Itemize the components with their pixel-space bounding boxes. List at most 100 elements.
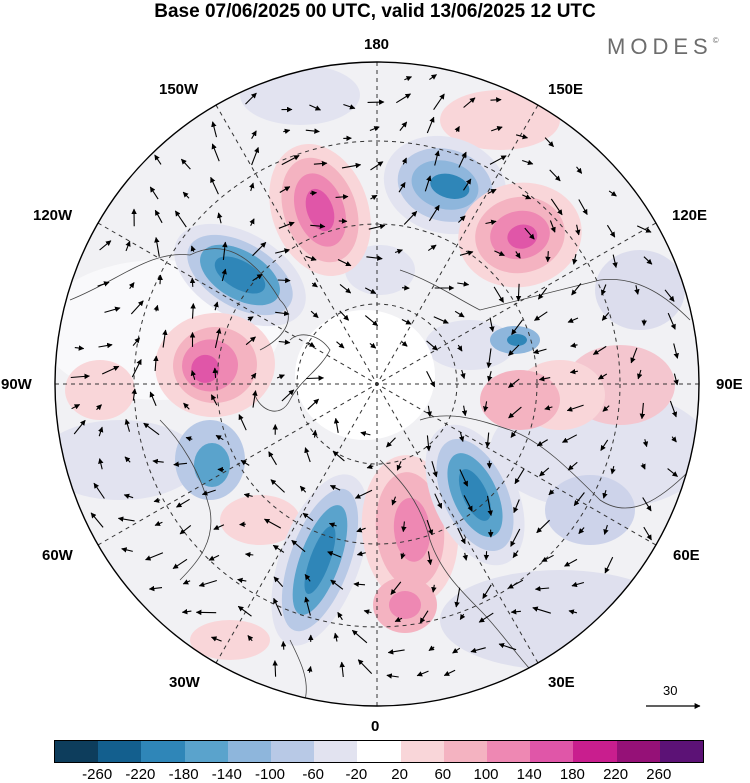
wind-arrow [149, 186, 159, 200]
wind-arrow [252, 273, 263, 282]
modes-logo: MODES© [607, 34, 719, 59]
wind-arrow [154, 154, 162, 165]
wind-arrow [534, 311, 548, 321]
wind-arrow [642, 497, 652, 512]
colorbar-tick-label: -20 [345, 766, 368, 783]
wind-arrow [306, 375, 325, 381]
colorbar [54, 740, 704, 763]
lon-label-30e: 30E [548, 674, 575, 691]
wind-arrow [576, 166, 583, 174]
wind-arrow [566, 404, 584, 412]
wind-arrow [460, 369, 466, 380]
wind-arrow [124, 418, 131, 432]
wind-arrow [306, 665, 313, 673]
wind-arrow [190, 370, 197, 380]
wind-arrow [330, 579, 344, 590]
wind-arrow [370, 161, 384, 171]
wind-arrow [339, 283, 352, 294]
colorbar-swatch [573, 741, 617, 762]
wind-arrow [211, 121, 218, 138]
colorbar-swatch [271, 741, 315, 762]
wind-arrow [305, 255, 317, 261]
wind-arrow [369, 126, 380, 132]
wind-arrow [485, 219, 497, 225]
wind-arrow [364, 315, 379, 327]
wind-arrow [639, 402, 646, 420]
wind-arrow [339, 310, 349, 321]
wind-arrow [431, 461, 438, 478]
wind-arrow [280, 640, 287, 650]
wind-arrow [312, 429, 318, 438]
wind-arrow [99, 240, 112, 251]
wind-arrow [513, 499, 520, 514]
wind-arrow [387, 649, 405, 655]
wind-arrow [148, 585, 163, 592]
wind-arrow [573, 492, 585, 507]
wind-arrow [329, 485, 341, 491]
lon-label-90w: 90W [1, 376, 32, 393]
wind-arrow [98, 426, 104, 437]
wind-arrow [244, 551, 254, 558]
wind-arrow [426, 519, 434, 536]
wind-arrow [458, 151, 467, 168]
wind-arrow [364, 287, 377, 294]
wind-arrow [567, 317, 579, 323]
lon-label-120w: 120W [33, 207, 73, 224]
wind-arrow [98, 342, 113, 349]
wind-arrow [154, 520, 163, 526]
wind-arrow [211, 143, 220, 162]
lon-label-30w: 30W [169, 674, 200, 691]
wind-arrow [210, 636, 222, 642]
wind-arrow [238, 414, 247, 431]
wind-arrow [366, 463, 374, 470]
wind-arrow [153, 304, 159, 312]
wind-arrow [602, 490, 608, 499]
lon-label-60e: 60E [673, 547, 700, 564]
wind-arrow [673, 343, 679, 359]
wind-arrow [507, 579, 524, 589]
wind-arrow [431, 584, 437, 593]
wind-arrow [396, 461, 402, 471]
wind-arrow [673, 373, 679, 386]
wind-arrow [544, 405, 553, 411]
colorbar-swatch [314, 741, 358, 762]
wind-arrow [424, 175, 432, 192]
wind-arrow [462, 552, 468, 561]
wind-arrow [515, 283, 522, 302]
colorbar-tick-label: -60 [302, 766, 325, 783]
wind-arrow [549, 169, 561, 182]
colorbar-tick-label: -100 [254, 766, 286, 783]
wind-arrow [245, 92, 257, 105]
wind-arrow [538, 376, 551, 382]
wind-arrow [606, 224, 616, 238]
wind-arrow [486, 348, 492, 369]
wind-arrow [210, 394, 218, 406]
wind-arrow [245, 336, 256, 346]
wind-arrow [356, 550, 366, 557]
wind-arrow [356, 527, 366, 533]
wind-arrow [333, 417, 340, 433]
wind-arrow [132, 337, 141, 346]
wind-arrow [190, 245, 196, 252]
wind-arrow [485, 432, 491, 448]
wind-arrow [249, 182, 255, 192]
wind-arrow [491, 126, 503, 132]
colorbar-swatch [659, 741, 704, 762]
wind-arrow [398, 182, 406, 193]
wind-arrow [482, 584, 492, 599]
colorbar-swatch [530, 741, 574, 762]
wind-arrow [568, 609, 578, 615]
lon-label-0: 0 [371, 718, 380, 735]
colorbar-tick-label: -220 [125, 766, 156, 783]
wind-arrow [490, 97, 502, 103]
wind-arrow [247, 635, 254, 642]
polar-map [54, 61, 701, 709]
wind-arrow [478, 612, 494, 623]
wind-arrow [601, 312, 610, 321]
wind-arrow [470, 647, 486, 654]
wind-arrow [443, 669, 456, 676]
wind-arrow [400, 552, 406, 560]
colorbar-tick-label: 180 [559, 766, 585, 783]
wind-arrow [532, 606, 551, 614]
wind-arrow [366, 255, 383, 261]
